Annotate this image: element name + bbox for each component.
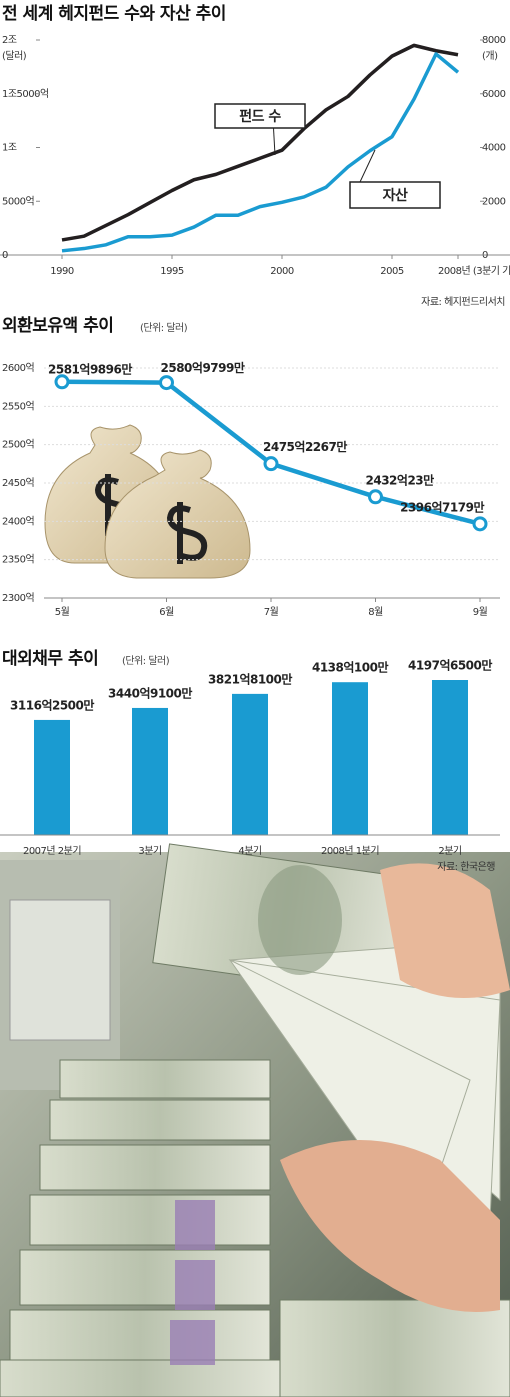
y-tick-label: 1조	[2, 143, 17, 154]
x-tick-label: 5월	[55, 606, 70, 618]
legend-label: 자산	[383, 187, 408, 204]
callout-box	[349, 181, 441, 209]
chart-title: 전 세계 헤지펀드 수와 자산 추이	[2, 4, 226, 24]
x-tick-label: 3분기	[138, 845, 161, 857]
x-tick-label: 8월	[368, 606, 383, 618]
x-tick-label: 9월	[473, 606, 488, 618]
y-tick-label: 2350억	[2, 554, 34, 566]
callout-line	[273, 127, 276, 156]
x-tick-label: 2005	[380, 266, 404, 277]
y-tick-label: 5000억	[2, 195, 34, 207]
y-tick-label: 2400억	[2, 515, 34, 527]
data-label: 3440억9100만	[108, 685, 192, 700]
y-tick-label: 2조	[2, 35, 17, 46]
chart-subtitle: (단위: 달러)	[140, 321, 188, 334]
y-tick-label: 1조5000억	[2, 88, 49, 100]
source: 자료: 한국은행	[437, 861, 495, 873]
y-tick-label: 2500억	[2, 439, 34, 451]
x-tick-label: 4분기	[238, 845, 261, 857]
data-point	[368, 489, 383, 505]
bar	[232, 693, 268, 835]
y2-tick-label: 6000	[482, 89, 506, 100]
y-tick-label: 2600억	[2, 362, 34, 374]
chart-subtitle: (단위: 달러)	[122, 654, 170, 667]
callout-line	[359, 149, 376, 183]
x-tick-label: 2008년 (3분기 기준)	[438, 265, 510, 277]
money-bags	[44, 424, 251, 579]
y2-axis-label: (개)	[482, 50, 498, 62]
bar	[34, 719, 70, 835]
data-label: 2581억9896만	[48, 361, 132, 376]
bar	[332, 682, 368, 835]
line-series	[61, 52, 460, 253]
x-tick-label: 7월	[264, 606, 279, 618]
data-point	[263, 456, 279, 472]
y2-tick-label: 8000	[482, 35, 506, 46]
y2-tick-label: 4000	[482, 143, 506, 154]
y-tick-label: 2300억	[2, 592, 34, 604]
x-tick-label: 2008년 1분기	[321, 845, 379, 857]
y2-tick-label: 2000	[482, 196, 506, 207]
x-tick-label: 1995	[160, 266, 184, 277]
data-label: 4197억6500만	[408, 658, 492, 673]
x-tick-label: 2분기	[438, 845, 461, 857]
chart-title: 대외채무 추이	[2, 649, 98, 669]
data-label: 3821억8100만	[208, 671, 292, 686]
x-tick-label: 6월	[159, 606, 174, 618]
y-tick-label: 2550억	[2, 400, 34, 412]
bar	[132, 707, 168, 835]
x-tick-label: 1990	[50, 266, 74, 277]
data-point	[472, 516, 488, 532]
data-label: 2475억2267만	[263, 439, 347, 454]
data-point	[54, 374, 70, 390]
money-photo	[0, 843, 510, 1397]
data-label: 2396억7179만	[400, 499, 484, 514]
chart-title: 외환보유액 추이	[2, 316, 113, 336]
source: 자료: 헤지펀드리서치	[421, 296, 505, 308]
bar	[432, 680, 468, 835]
line-series	[61, 43, 459, 242]
data-label: 4138억100만	[312, 660, 388, 675]
data-label: 2580억9799만	[161, 360, 245, 375]
data-point	[159, 375, 174, 391]
y-axis-label: (달러)	[2, 50, 27, 62]
data-label: 3116억2500만	[10, 697, 94, 712]
x-tick-label: 2007년 2분기	[23, 845, 81, 857]
data-label: 2432억23만	[366, 472, 435, 487]
y-tick-label: 2450억	[2, 477, 34, 489]
legend-label: 펀드 수	[239, 109, 281, 125]
y2-tick-label: 0	[482, 250, 488, 261]
callout-box	[214, 103, 306, 129]
y-tick-label: 0	[2, 250, 8, 261]
x-tick-label: 2000	[270, 266, 294, 277]
